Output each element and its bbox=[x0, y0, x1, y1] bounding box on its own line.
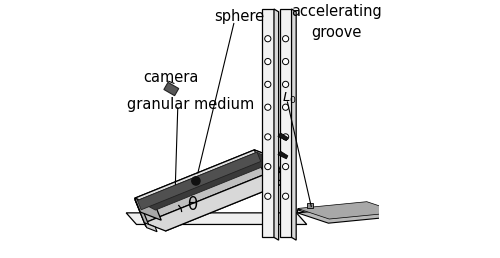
Text: groove: groove bbox=[311, 25, 362, 40]
Text: granular medium: granular medium bbox=[127, 97, 254, 112]
Circle shape bbox=[264, 36, 271, 42]
Circle shape bbox=[282, 59, 288, 65]
Polygon shape bbox=[298, 203, 398, 220]
Polygon shape bbox=[254, 150, 281, 172]
Bar bbox=[352, 209, 358, 213]
Polygon shape bbox=[164, 82, 178, 96]
Text: $L_0$: $L_0$ bbox=[282, 91, 296, 106]
Polygon shape bbox=[298, 202, 398, 219]
Polygon shape bbox=[135, 200, 150, 228]
Polygon shape bbox=[298, 206, 398, 223]
Polygon shape bbox=[134, 150, 260, 212]
Polygon shape bbox=[134, 198, 161, 220]
Polygon shape bbox=[135, 151, 259, 201]
Polygon shape bbox=[134, 150, 275, 206]
Bar bbox=[324, 212, 330, 213]
Polygon shape bbox=[278, 151, 288, 159]
Bar bbox=[308, 203, 313, 208]
Circle shape bbox=[282, 193, 288, 199]
Circle shape bbox=[192, 177, 200, 185]
Polygon shape bbox=[135, 151, 266, 226]
Polygon shape bbox=[274, 9, 278, 240]
Circle shape bbox=[282, 164, 288, 170]
Circle shape bbox=[264, 81, 271, 87]
Polygon shape bbox=[254, 151, 270, 179]
Circle shape bbox=[264, 134, 271, 140]
Circle shape bbox=[264, 59, 271, 65]
Circle shape bbox=[264, 104, 271, 110]
Polygon shape bbox=[144, 174, 285, 231]
Polygon shape bbox=[140, 164, 264, 223]
Circle shape bbox=[282, 134, 288, 140]
Bar bbox=[262, 9, 274, 237]
Polygon shape bbox=[367, 203, 398, 216]
Polygon shape bbox=[138, 152, 275, 210]
Circle shape bbox=[264, 193, 271, 199]
Text: θ: θ bbox=[187, 196, 197, 214]
Text: accelerating: accelerating bbox=[291, 4, 382, 19]
Circle shape bbox=[282, 81, 288, 87]
Circle shape bbox=[264, 164, 271, 170]
Polygon shape bbox=[292, 9, 296, 240]
Polygon shape bbox=[138, 152, 261, 210]
Polygon shape bbox=[144, 223, 157, 232]
Polygon shape bbox=[161, 172, 285, 231]
Bar bbox=[280, 9, 291, 237]
Polygon shape bbox=[298, 203, 367, 213]
Text: sphere: sphere bbox=[214, 9, 264, 24]
Polygon shape bbox=[126, 213, 307, 224]
Text: camera: camera bbox=[144, 70, 199, 85]
Polygon shape bbox=[278, 133, 288, 141]
Circle shape bbox=[282, 36, 288, 42]
Circle shape bbox=[282, 104, 288, 110]
